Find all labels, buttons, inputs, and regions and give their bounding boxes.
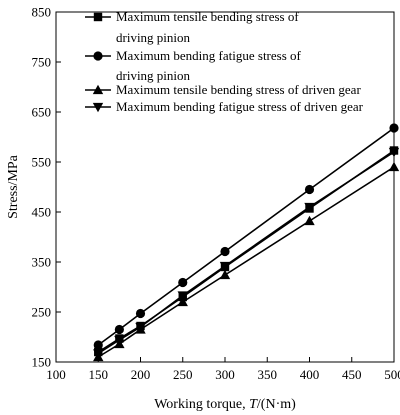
legend-label: Maximum bending fatigue stress of driven…: [116, 99, 364, 114]
series-4-point: [388, 147, 400, 158]
y-tick-label: 750: [32, 55, 52, 70]
series-2-point: [220, 246, 230, 257]
series-2: [93, 123, 399, 350]
x-tick-label: 100: [46, 367, 66, 382]
y-tick-label: 450: [32, 205, 52, 220]
x-tick-label: 500: [384, 367, 400, 382]
x-tick-label: 250: [173, 367, 193, 382]
legend-marker: [93, 12, 103, 22]
legend: Maximum tensile bending stress of driving…: [85, 9, 364, 114]
x-axis-label: Working torque, T/(N·m): [154, 397, 296, 412]
legend-label: driving pinion: [116, 68, 191, 83]
x-tick-label: 400: [300, 367, 320, 382]
series-3-point: [304, 215, 315, 226]
y-axis-label: Stress/MPa: [6, 154, 21, 219]
series-2-point: [135, 308, 146, 319]
series-layer: [93, 123, 400, 362]
legend-item-1: Maximum tensile bending stress of driving…: [85, 9, 299, 45]
series-3-point: [388, 161, 400, 172]
legend-item-2: Maximum bending fatigue stress of driving…: [85, 48, 302, 83]
x-tick-label: 150: [89, 367, 109, 382]
legend-label: Maximum bending fatigue stress of: [116, 48, 302, 63]
series-4-point: [219, 261, 231, 272]
x-tick-label: 350: [258, 367, 278, 382]
series-4: [93, 147, 400, 359]
series-3: [93, 161, 400, 362]
series-3-point: [219, 269, 231, 280]
series-4-point: [304, 202, 315, 213]
y-tick-label: 650: [32, 105, 52, 120]
y-tick-label: 850: [32, 5, 52, 20]
y-tick-label: 250: [32, 305, 52, 320]
x-axis: 100 150 200 250 300 350 400 450 500: [46, 357, 400, 382]
series-2-point: [304, 184, 315, 195]
legend-label: Maximum tensile bending stress of driven…: [116, 82, 361, 97]
legend-item-3: Maximum tensile bending stress of driven…: [85, 82, 361, 97]
series-4-point: [114, 335, 125, 346]
legend-marker: [93, 51, 103, 61]
legend-marker: [92, 84, 104, 95]
x-tick-label: 450: [342, 367, 362, 382]
legend-label: driving pinion: [116, 30, 191, 45]
legend-marker: [92, 102, 104, 113]
y-tick-label: 150: [32, 355, 52, 370]
legend-item-4: Maximum bending fatigue stress of driven…: [85, 99, 364, 114]
plot-frame: [55, 11, 395, 363]
series-4-point: [135, 322, 146, 333]
y-tick-label: 350: [32, 255, 52, 270]
series-2-point: [93, 340, 103, 350]
y-axis: 150 250 350 450 550 650 750 850: [32, 5, 61, 370]
series-4-point: [177, 291, 188, 301]
y-tick-label: 550: [32, 155, 52, 170]
series-2-point: [114, 324, 124, 335]
series-3-point: [177, 296, 188, 307]
x-tick-label: 200: [131, 367, 151, 382]
x-tick-label: 300: [215, 367, 235, 382]
legend-label: Maximum tensile bending stress of: [116, 9, 299, 24]
series-2-point: [178, 277, 188, 288]
series-2-point: [389, 123, 399, 133]
series-4-point: [93, 349, 104, 359]
